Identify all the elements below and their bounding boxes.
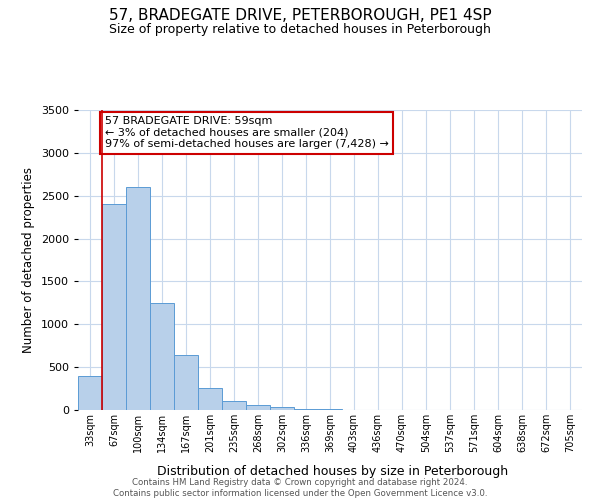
Bar [294, 408, 318, 410]
Bar [270, 408, 294, 410]
Text: 57 BRADEGATE DRIVE: 59sqm
← 3% of detached houses are smaller (204)
97% of semi-: 57 BRADEGATE DRIVE: 59sqm ← 3% of detach… [105, 116, 389, 149]
Bar [126, 187, 150, 410]
Text: Distribution of detached houses by size in Peterborough: Distribution of detached houses by size … [157, 464, 509, 477]
Bar [150, 303, 174, 410]
Bar [222, 402, 246, 410]
Y-axis label: Number of detached properties: Number of detached properties [22, 167, 35, 353]
Text: Size of property relative to detached houses in Peterborough: Size of property relative to detached ho… [109, 22, 491, 36]
Bar [78, 376, 102, 410]
Bar [174, 355, 198, 410]
Text: Contains HM Land Registry data © Crown copyright and database right 2024.
Contai: Contains HM Land Registry data © Crown c… [113, 478, 487, 498]
Text: 57, BRADEGATE DRIVE, PETERBOROUGH, PE1 4SP: 57, BRADEGATE DRIVE, PETERBOROUGH, PE1 4… [109, 8, 491, 22]
Bar [102, 204, 126, 410]
Bar [198, 388, 222, 410]
Bar [246, 406, 270, 410]
